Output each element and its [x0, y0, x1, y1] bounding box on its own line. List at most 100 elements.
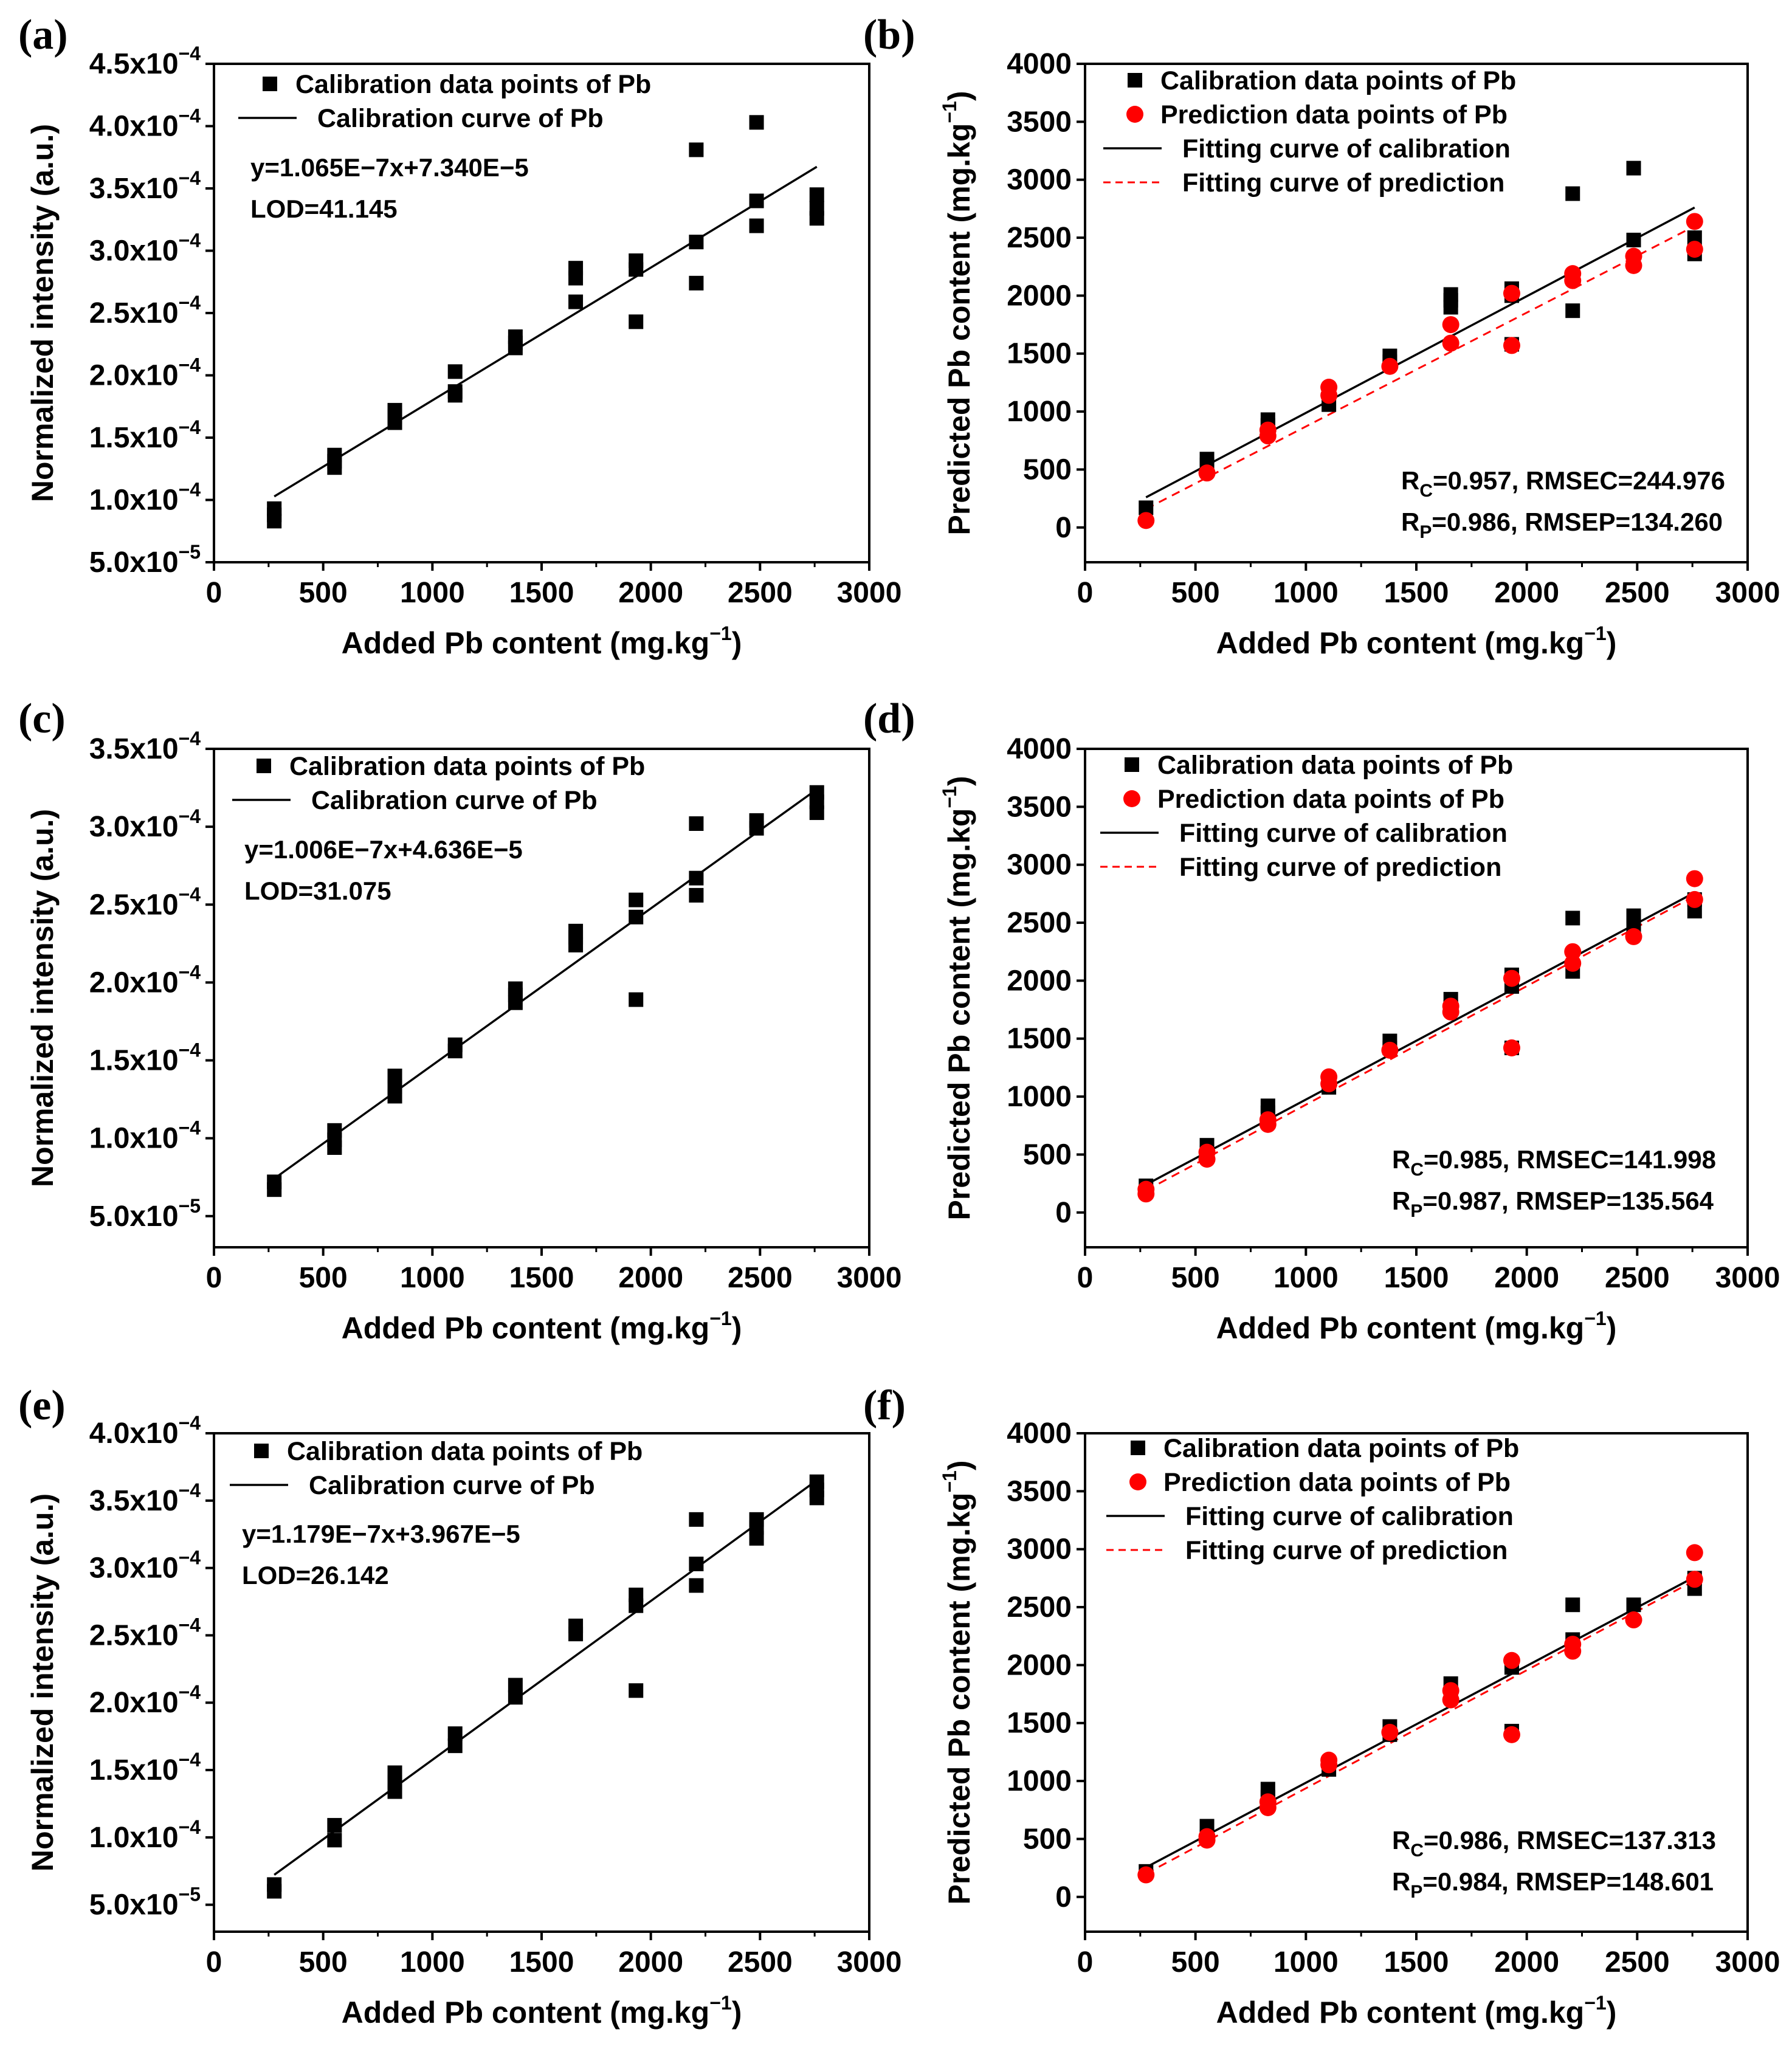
data-point-square [1565, 1597, 1580, 1613]
data-point-circle [1564, 954, 1582, 972]
data-point-square [387, 415, 402, 430]
plot-area [267, 115, 824, 529]
legend-label: Fitting curve of prediction [1179, 853, 1501, 882]
data-point-square [1565, 303, 1580, 319]
x-tick-label: 2500 [1605, 577, 1670, 609]
y-tick-label: 1000 [1007, 1081, 1072, 1113]
y-tick-label: 2000 [1007, 280, 1072, 312]
x-tick-label: 2500 [728, 577, 793, 609]
data-point-circle [1625, 1611, 1642, 1629]
data-point-square [629, 1598, 644, 1613]
x-tick-label: 1500 [509, 577, 574, 609]
y-tick-label: 2.0x10−4 [89, 1681, 201, 1719]
y-tick-label: 5.0x10−5 [89, 541, 201, 579]
legend-label: Calibration curve of Pb [317, 104, 604, 133]
data-point-square [689, 816, 704, 831]
x-tick-label: 2000 [1494, 1262, 1559, 1294]
data-point-circle [1564, 1636, 1582, 1653]
x-tick-label: 500 [1171, 1262, 1220, 1294]
legend-label: Calibration data points of Pb [295, 70, 651, 99]
data-point-circle [1381, 357, 1399, 375]
fit-line [274, 165, 818, 498]
data-point-square [809, 211, 824, 226]
data-point-circle [1198, 1828, 1216, 1845]
y-axis-title: Predicted Pb content (mg.kg−1) [939, 776, 976, 1221]
data-point-circle [1259, 1111, 1277, 1129]
x-tick-label: 0 [1077, 1262, 1094, 1294]
x-tick-label: 1500 [509, 1946, 574, 1978]
y-tick-label: 0 [1055, 1881, 1072, 1913]
fit-line [1145, 891, 1695, 1186]
x-tick-label: 500 [299, 577, 348, 609]
y-tick-label: 3500 [1007, 791, 1072, 823]
fit-line [274, 1479, 818, 1876]
data-point-square [327, 460, 342, 475]
legend-marker-square [1125, 757, 1139, 772]
data-point-circle [1686, 870, 1703, 887]
y-tick-label: 1.0x10−4 [89, 1816, 201, 1854]
data-point-circle [1686, 213, 1703, 230]
fit-line [274, 788, 818, 1180]
fit-line [1145, 225, 1695, 510]
data-point-circle [1137, 1866, 1155, 1884]
data-point-square [689, 1512, 704, 1527]
panel-c: (c) 0 500 1000 1500 2000 2500 3000 5.0x10−5 1.0x1… [18, 695, 901, 1345]
data-point-circle [1137, 512, 1155, 529]
plot-area [267, 785, 824, 1197]
data-point-square [749, 821, 764, 836]
calibration-metric: RC=0.986, RMSEC=137.313 [1392, 1826, 1716, 1861]
x-tick-label: 2500 [1605, 1262, 1670, 1294]
lod-value: LOD=31.075 [244, 876, 391, 905]
data-point-square [568, 294, 584, 309]
x-tick-label: 1000 [400, 577, 465, 609]
data-point-square [629, 892, 644, 907]
x-axis-title: Added Pb content (mg.kg−1) [342, 1307, 742, 1345]
calibration-metric: RC=0.985, RMSEC=141.998 [1392, 1145, 1716, 1180]
data-point-square [327, 1140, 342, 1155]
data-point-circle [1503, 1651, 1520, 1669]
data-point-circle [1320, 1068, 1338, 1086]
y-tick-label: 1500 [1007, 1707, 1072, 1740]
y-tick-label: 4000 [1007, 733, 1072, 765]
x-axis-title: Added Pb content (mg.kg−1) [1216, 1307, 1617, 1345]
legend-label: Calibration data points of Pb [289, 752, 645, 781]
data-point-square [1565, 186, 1580, 201]
prediction-metric: RP=0.986, RMSEP=134.260 [1401, 508, 1723, 542]
y-tick-label: 2000 [1007, 1649, 1072, 1681]
y-tick-label: 4.5x10−4 [89, 43, 201, 80]
y-tick-label: 2.0x10−4 [89, 961, 201, 999]
data-point-square [1565, 911, 1580, 926]
y-tick-label: 0 [1055, 512, 1072, 544]
panel-label: (a) [18, 12, 68, 58]
fit-line [1145, 895, 1695, 1191]
panel-label: (b) [863, 12, 915, 58]
data-point-square [689, 1578, 704, 1593]
y-tick-label: 2500 [1007, 1591, 1072, 1624]
y-tick-label: 3.5x10−4 [89, 1479, 201, 1517]
x-tick-label: 500 [1171, 1946, 1220, 1978]
data-point-circle [1625, 257, 1642, 274]
x-tick-label: 2500 [728, 1262, 793, 1294]
x-tick-label: 2500 [1605, 1946, 1670, 1978]
data-point-circle [1442, 334, 1459, 352]
data-point-circle [1259, 1793, 1277, 1811]
data-point-square [749, 1531, 764, 1546]
legend-label: Fitting curve of prediction [1182, 168, 1504, 198]
panel-a: (a) 0 500 1000 1500 2000 2500 3000 5.0x10−5 1.0x1… [18, 12, 901, 660]
data-point-square [267, 514, 282, 529]
data-point-circle [1503, 969, 1520, 987]
y-axis-title: Predicted Pb content (mg.kg−1) [939, 91, 976, 535]
data-point-circle [1320, 1751, 1338, 1769]
fit-line [1145, 1575, 1695, 1868]
y-axis-title: Normalized intensity (a.u.) [26, 1493, 60, 1872]
y-tick-label: 3.0x10−4 [89, 1547, 201, 1585]
legend-label: Fitting curve of calibration [1182, 134, 1511, 164]
lod-value: LOD=26.142 [242, 1561, 389, 1589]
data-point-square [749, 193, 764, 208]
panel-b: (b) 0 500 1000 1500 2000 2500 3000 0 500 1000 1500 2… [863, 12, 1780, 660]
y-tick-label: 2000 [1007, 965, 1072, 997]
panel-label: (f) [863, 1382, 906, 1429]
data-point-circle [1381, 1041, 1399, 1059]
plot-area [1137, 160, 1703, 529]
plot-area [1137, 1544, 1703, 1884]
